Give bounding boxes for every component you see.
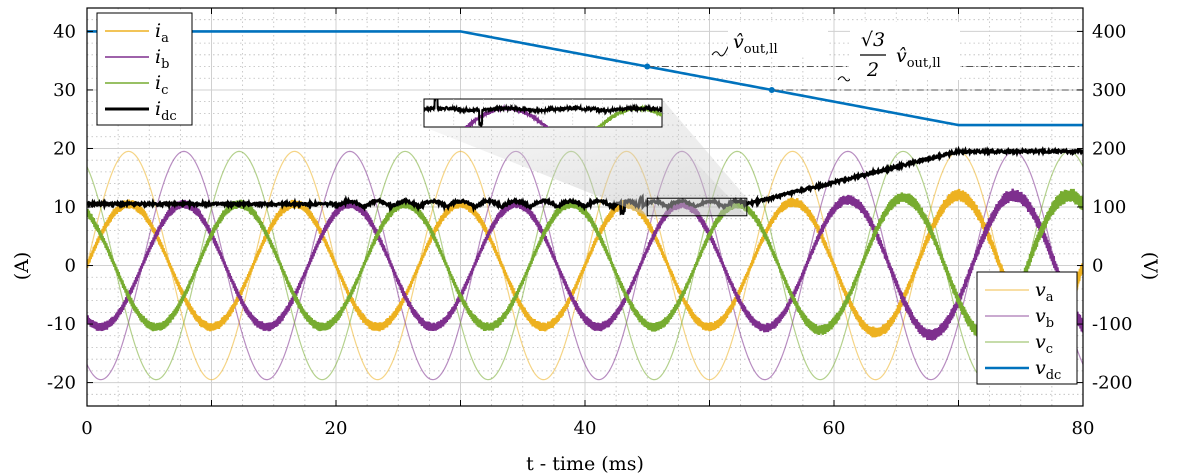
peak-label-main: v̂ — [733, 31, 744, 53]
series-line-ia — [87, 188, 1083, 342]
axis-ticks — [86, 8, 1084, 406]
annotation-marker — [644, 63, 651, 70]
y-left-tick-labels: 40 30 20 10 0 -10 -20 — [47, 21, 76, 393]
zoom-series-idc — [424, 99, 662, 127]
zoom-source-box — [646, 197, 748, 217]
sqrt-label-sub: out,ll — [907, 56, 941, 71]
legend-entry: ib — [155, 46, 169, 72]
svg-text:v̂out,ll: v̂out,ll — [896, 45, 941, 71]
y-right-tick-label: 400 — [1092, 21, 1126, 42]
x-tick-label: 20 — [325, 418, 348, 439]
y-right-tick-label: 200 — [1092, 138, 1126, 159]
legend-entry: vb — [1035, 305, 1054, 331]
sqrt-label-num: √3 — [861, 29, 885, 51]
y-left-tick-label: -20 — [47, 373, 76, 394]
series-line-idc — [87, 145, 1083, 216]
y-right-tick-label: 0 — [1092, 256, 1103, 277]
y-left-tick-label: 20 — [53, 138, 76, 159]
series-line-vdc — [87, 30, 1083, 127]
annotation-peak-voltage: v̂out,ll — [711, 22, 828, 57]
legend-entry: idc — [155, 98, 177, 124]
x-tick-label: 0 — [81, 418, 92, 439]
legend-entry: vc — [1035, 331, 1053, 357]
legend-entry: ic — [155, 72, 168, 98]
x-tick-labels: 0 20 40 60 80 — [81, 418, 1094, 439]
sqrt-label-den: 2 — [866, 59, 879, 81]
y-left-tick-label: 40 — [53, 21, 76, 42]
svg-text:v̂out,ll: v̂out,ll — [733, 31, 778, 57]
series-line-ic — [87, 188, 1083, 342]
x-tick-label: 60 — [823, 418, 846, 439]
series-line-ib — [87, 188, 1083, 341]
zoom-inset — [423, 98, 748, 217]
y-axis-label-right: (V) — [1139, 252, 1161, 281]
zoom-projection — [424, 127, 747, 216]
sqrt-label-main: v̂ — [896, 45, 907, 67]
zoom-projection-side — [662, 99, 747, 216]
phase-current-layer — [87, 188, 1083, 342]
zoom-series-ic — [595, 104, 662, 127]
legend-entry: vdc — [1035, 357, 1061, 383]
annotation-marker — [768, 86, 775, 93]
y-right-tick-label: 300 — [1092, 80, 1126, 101]
y-right-tick-labels: 400 300 200 100 0 -100 -200 — [1092, 21, 1132, 393]
zoom-series-ib — [464, 103, 550, 127]
legend-entry: va — [1035, 279, 1054, 305]
y-right-tick-label: -100 — [1092, 314, 1132, 335]
y-right-tick-label: 100 — [1092, 197, 1126, 218]
legend-entry: ia — [155, 20, 169, 46]
annotation-sqrt3-voltage: √3 2 v̂out,ll — [837, 22, 960, 82]
peak-label-sub: out,ll — [744, 42, 778, 57]
y-left-tick-label: -10 — [47, 314, 76, 335]
x-tick-label: 40 — [574, 418, 597, 439]
x-tick-label: 80 — [1072, 418, 1095, 439]
y-axis-label-left: (A) — [11, 252, 33, 281]
y-left-tick-label: 30 — [53, 80, 76, 101]
y-left-tick-label: 10 — [53, 197, 76, 218]
y-right-tick-label: -200 — [1092, 373, 1132, 394]
annotation-squiggle — [711, 42, 731, 57]
series-line-vb — [87, 150, 1083, 381]
y-left-tick-label: 0 — [65, 256, 76, 277]
x-axis-label: t - time (ms) — [526, 453, 644, 475]
